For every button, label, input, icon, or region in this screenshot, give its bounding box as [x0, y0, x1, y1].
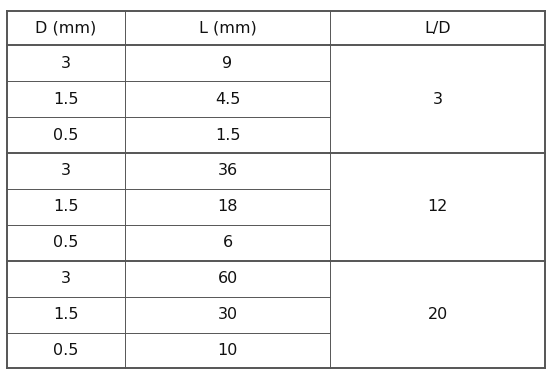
Text: L/D: L/D	[424, 21, 451, 36]
Text: 6: 6	[222, 235, 232, 250]
Text: 1.5: 1.5	[53, 199, 78, 214]
Text: 20: 20	[427, 307, 448, 322]
Text: 1.5: 1.5	[53, 92, 78, 106]
Text: 18: 18	[217, 199, 238, 214]
Text: 10: 10	[217, 343, 238, 358]
Text: 3: 3	[433, 92, 443, 106]
Text: D (mm): D (mm)	[35, 21, 97, 36]
Text: 1.5: 1.5	[53, 307, 78, 322]
Text: L (mm): L (mm)	[199, 21, 256, 36]
Text: 0.5: 0.5	[53, 235, 78, 250]
Text: 30: 30	[217, 307, 237, 322]
Text: 3: 3	[61, 271, 71, 286]
Text: 60: 60	[217, 271, 238, 286]
Text: 4.5: 4.5	[215, 92, 240, 106]
Text: 1.5: 1.5	[215, 127, 240, 143]
Text: 0.5: 0.5	[53, 127, 78, 143]
Text: 12: 12	[427, 199, 448, 214]
Text: 9: 9	[222, 56, 232, 71]
Text: 3: 3	[61, 164, 71, 179]
Text: 3: 3	[61, 56, 71, 71]
Text: 0.5: 0.5	[53, 343, 78, 358]
Text: 36: 36	[217, 164, 237, 179]
